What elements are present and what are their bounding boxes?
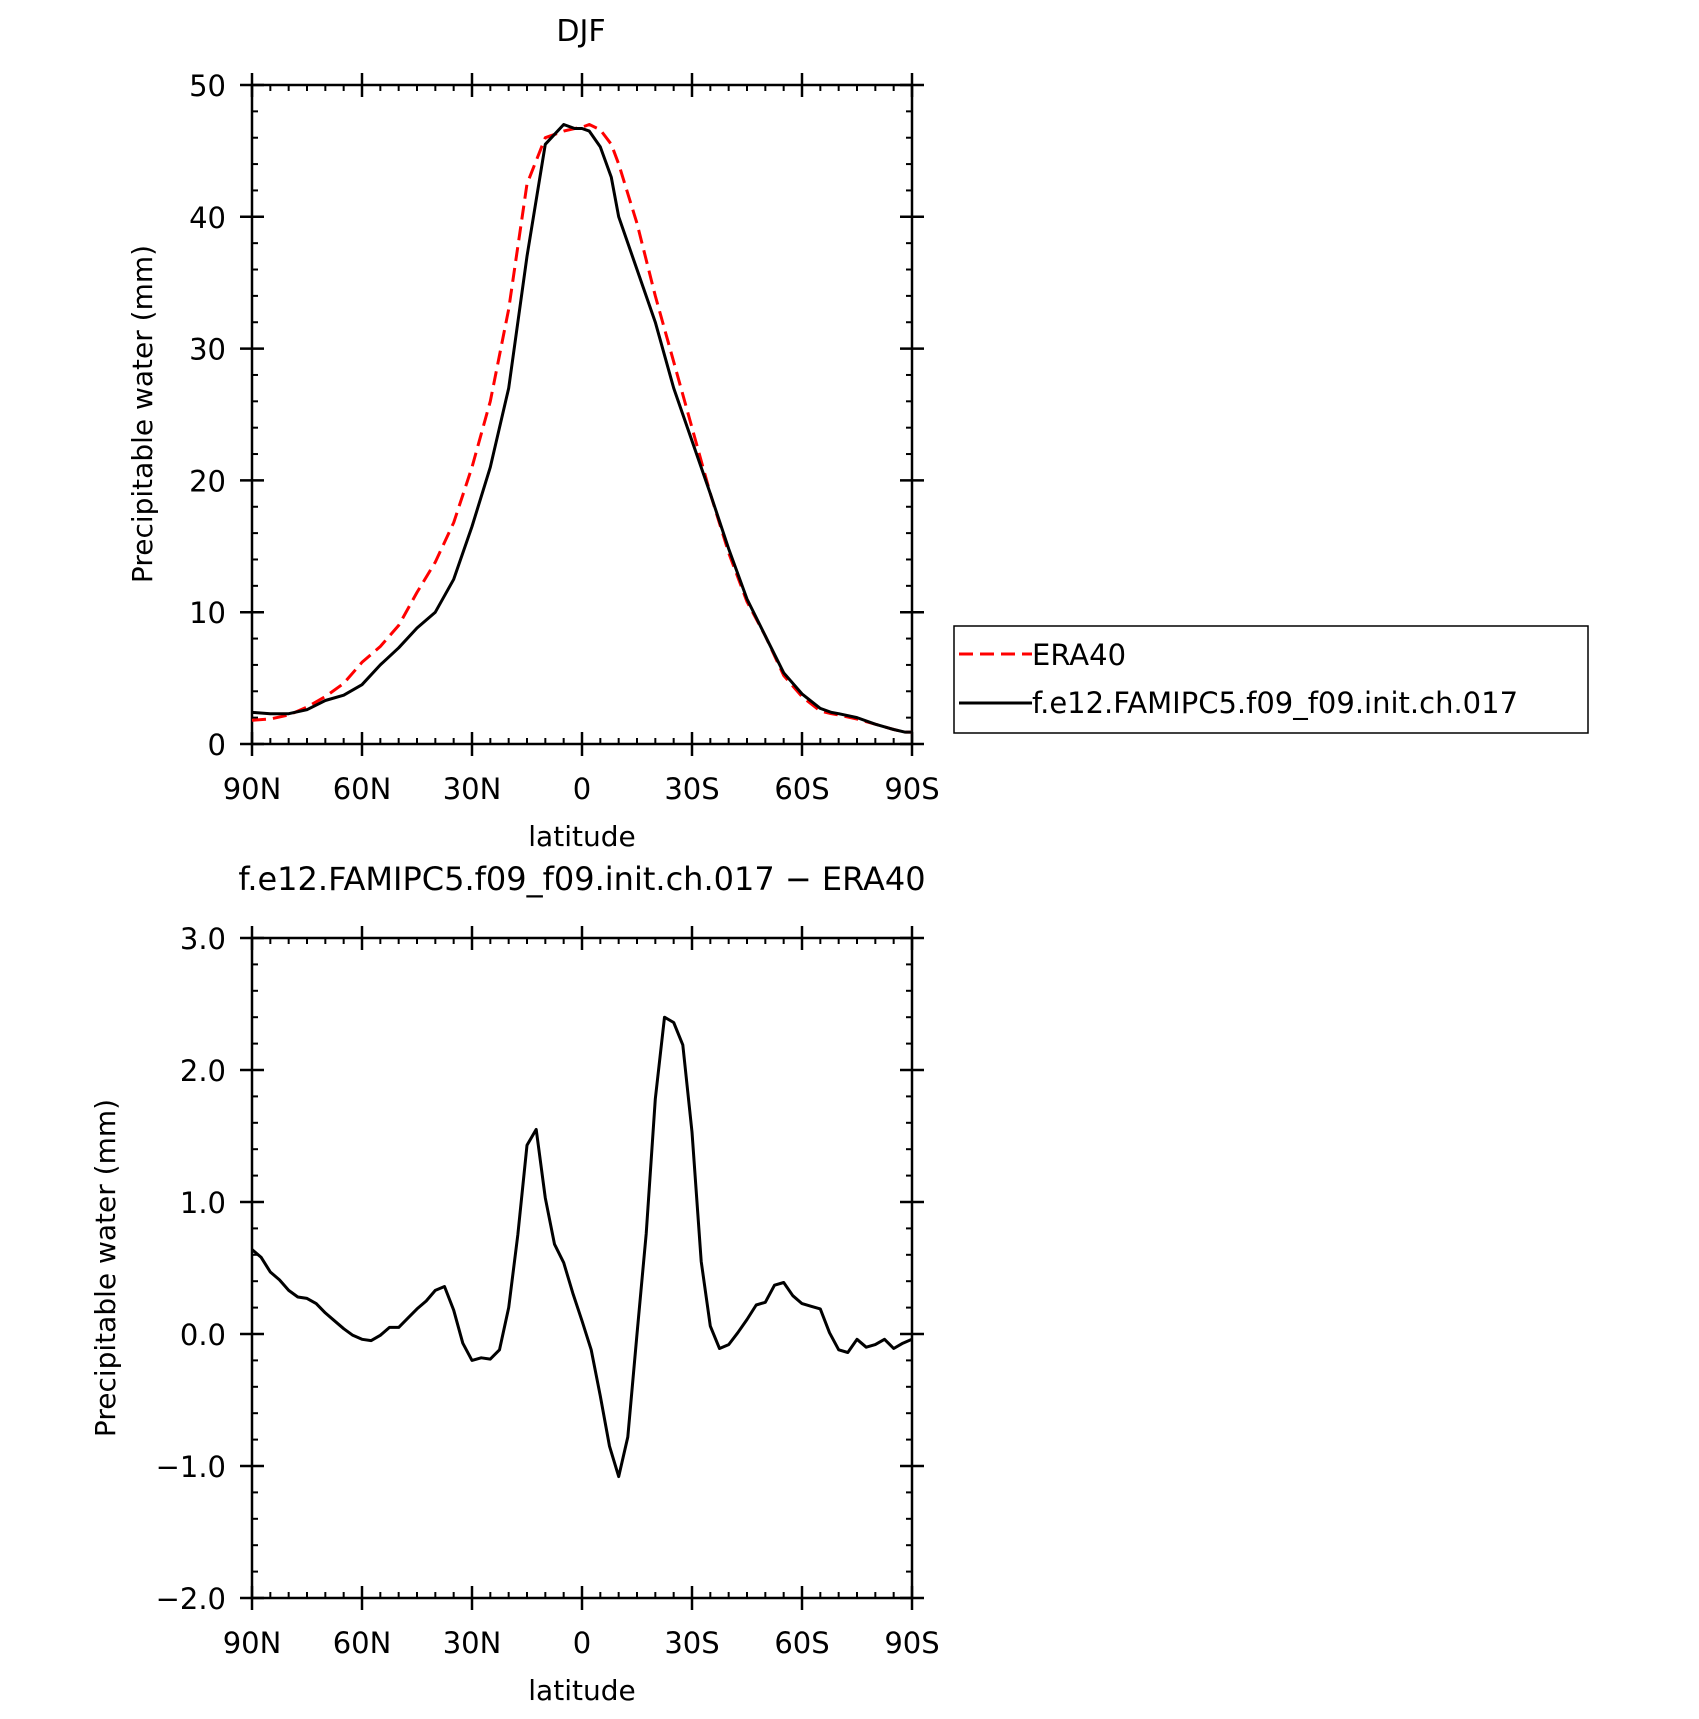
top-x-tick-label: 30N bbox=[443, 772, 502, 806]
top-y-tick-label: 40 bbox=[189, 201, 226, 235]
top-x-tick-label: 90N bbox=[223, 772, 282, 806]
bottom-series-line-difference bbox=[251, 1015, 913, 1479]
bottom-x-tick-label: 90S bbox=[884, 1626, 939, 1660]
top-y-tick-labels: 0 10 20 30 40 50 bbox=[189, 69, 226, 762]
legend-era40-label: ERA40 bbox=[1032, 638, 1126, 672]
top-chart-title: DJF bbox=[556, 14, 605, 49]
legend-model-label: f.e12.FAMIPC5.f09_f09.init.ch.017 bbox=[1032, 686, 1518, 720]
top-axis-ticks bbox=[240, 73, 924, 756]
bottom-y-tick-label: 3.0 bbox=[180, 922, 226, 956]
top-y-tick-label: 50 bbox=[189, 69, 226, 103]
bottom-panel: f.e12.FAMIPC5.f09_f09.init.ch.017 − ERA4… bbox=[89, 860, 940, 1707]
top-x-tick-label: 90S bbox=[884, 772, 939, 806]
top-series-line-f-e12-famipc5-f09-f09-init-ch-017 bbox=[251, 123, 912, 734]
top-series-line-era40 bbox=[251, 123, 912, 734]
bottom-y-tick-label: 2.0 bbox=[180, 1054, 226, 1088]
bottom-y-tick-label: 1.0 bbox=[180, 1186, 226, 1220]
legend-box bbox=[953, 625, 1589, 734]
bottom-y-tick-labels: −2.0 −1.0 0.0 1.0 2.0 3.0 bbox=[156, 922, 226, 1616]
bottom-series-lines bbox=[251, 1015, 913, 1479]
bottom-y-tick-label: −1.0 bbox=[156, 1450, 226, 1484]
bottom-plot-frame bbox=[250, 936, 914, 1600]
bottom-x-tick-label: 30N bbox=[443, 1626, 502, 1660]
top-x-tick-label: 30S bbox=[664, 772, 719, 806]
bottom-axis-ticks bbox=[240, 926, 924, 1610]
bottom-x-tick-label: 90N bbox=[223, 1626, 282, 1660]
top-x-tick-label: 0 bbox=[573, 772, 591, 806]
top-series-lines bbox=[251, 123, 912, 734]
bottom-x-tick-label: 0 bbox=[573, 1626, 591, 1660]
top-y-tick-label: 0 bbox=[208, 728, 226, 762]
bottom-y-tick-label: −2.0 bbox=[156, 1582, 226, 1616]
bottom-x-axis-label: latitude bbox=[528, 1674, 635, 1707]
bottom-y-tick-label: 0.0 bbox=[180, 1318, 226, 1352]
top-x-tick-label: 60S bbox=[774, 772, 829, 806]
bottom-x-tick-label: 60S bbox=[774, 1626, 829, 1660]
bottom-chart-title: f.e12.FAMIPC5.f09_f09.init.ch.017 − ERA4… bbox=[238, 860, 925, 898]
top-y-tick-label: 20 bbox=[189, 464, 226, 498]
bottom-y-axis-label: Precipitable water (mm) bbox=[89, 1099, 122, 1437]
top-plot-frame bbox=[250, 83, 914, 746]
top-y-tick-label: 30 bbox=[189, 333, 226, 367]
top-y-axis-label: Precipitable water (mm) bbox=[126, 245, 159, 583]
top-x-tick-label: 60N bbox=[333, 772, 392, 806]
bottom-x-tick-label: 30S bbox=[664, 1626, 719, 1660]
top-panel: DJF 0 10 20 30 40 50 90N 60N 30N 0 30S 60S 90S Prec… bbox=[126, 14, 940, 853]
bottom-x-tick-label: 60N bbox=[333, 1626, 392, 1660]
top-x-tick-labels: 90N 60N 30N 0 30S 60S 90S bbox=[223, 772, 940, 806]
legend: ERA40 f.e12.FAMIPC5.f09_f09.init.ch.017 bbox=[953, 625, 1589, 734]
top-x-axis-label: latitude bbox=[528, 820, 635, 853]
top-y-tick-label: 10 bbox=[189, 596, 226, 630]
bottom-x-tick-labels: 90N 60N 30N 0 30S 60S 90S bbox=[223, 1626, 940, 1660]
